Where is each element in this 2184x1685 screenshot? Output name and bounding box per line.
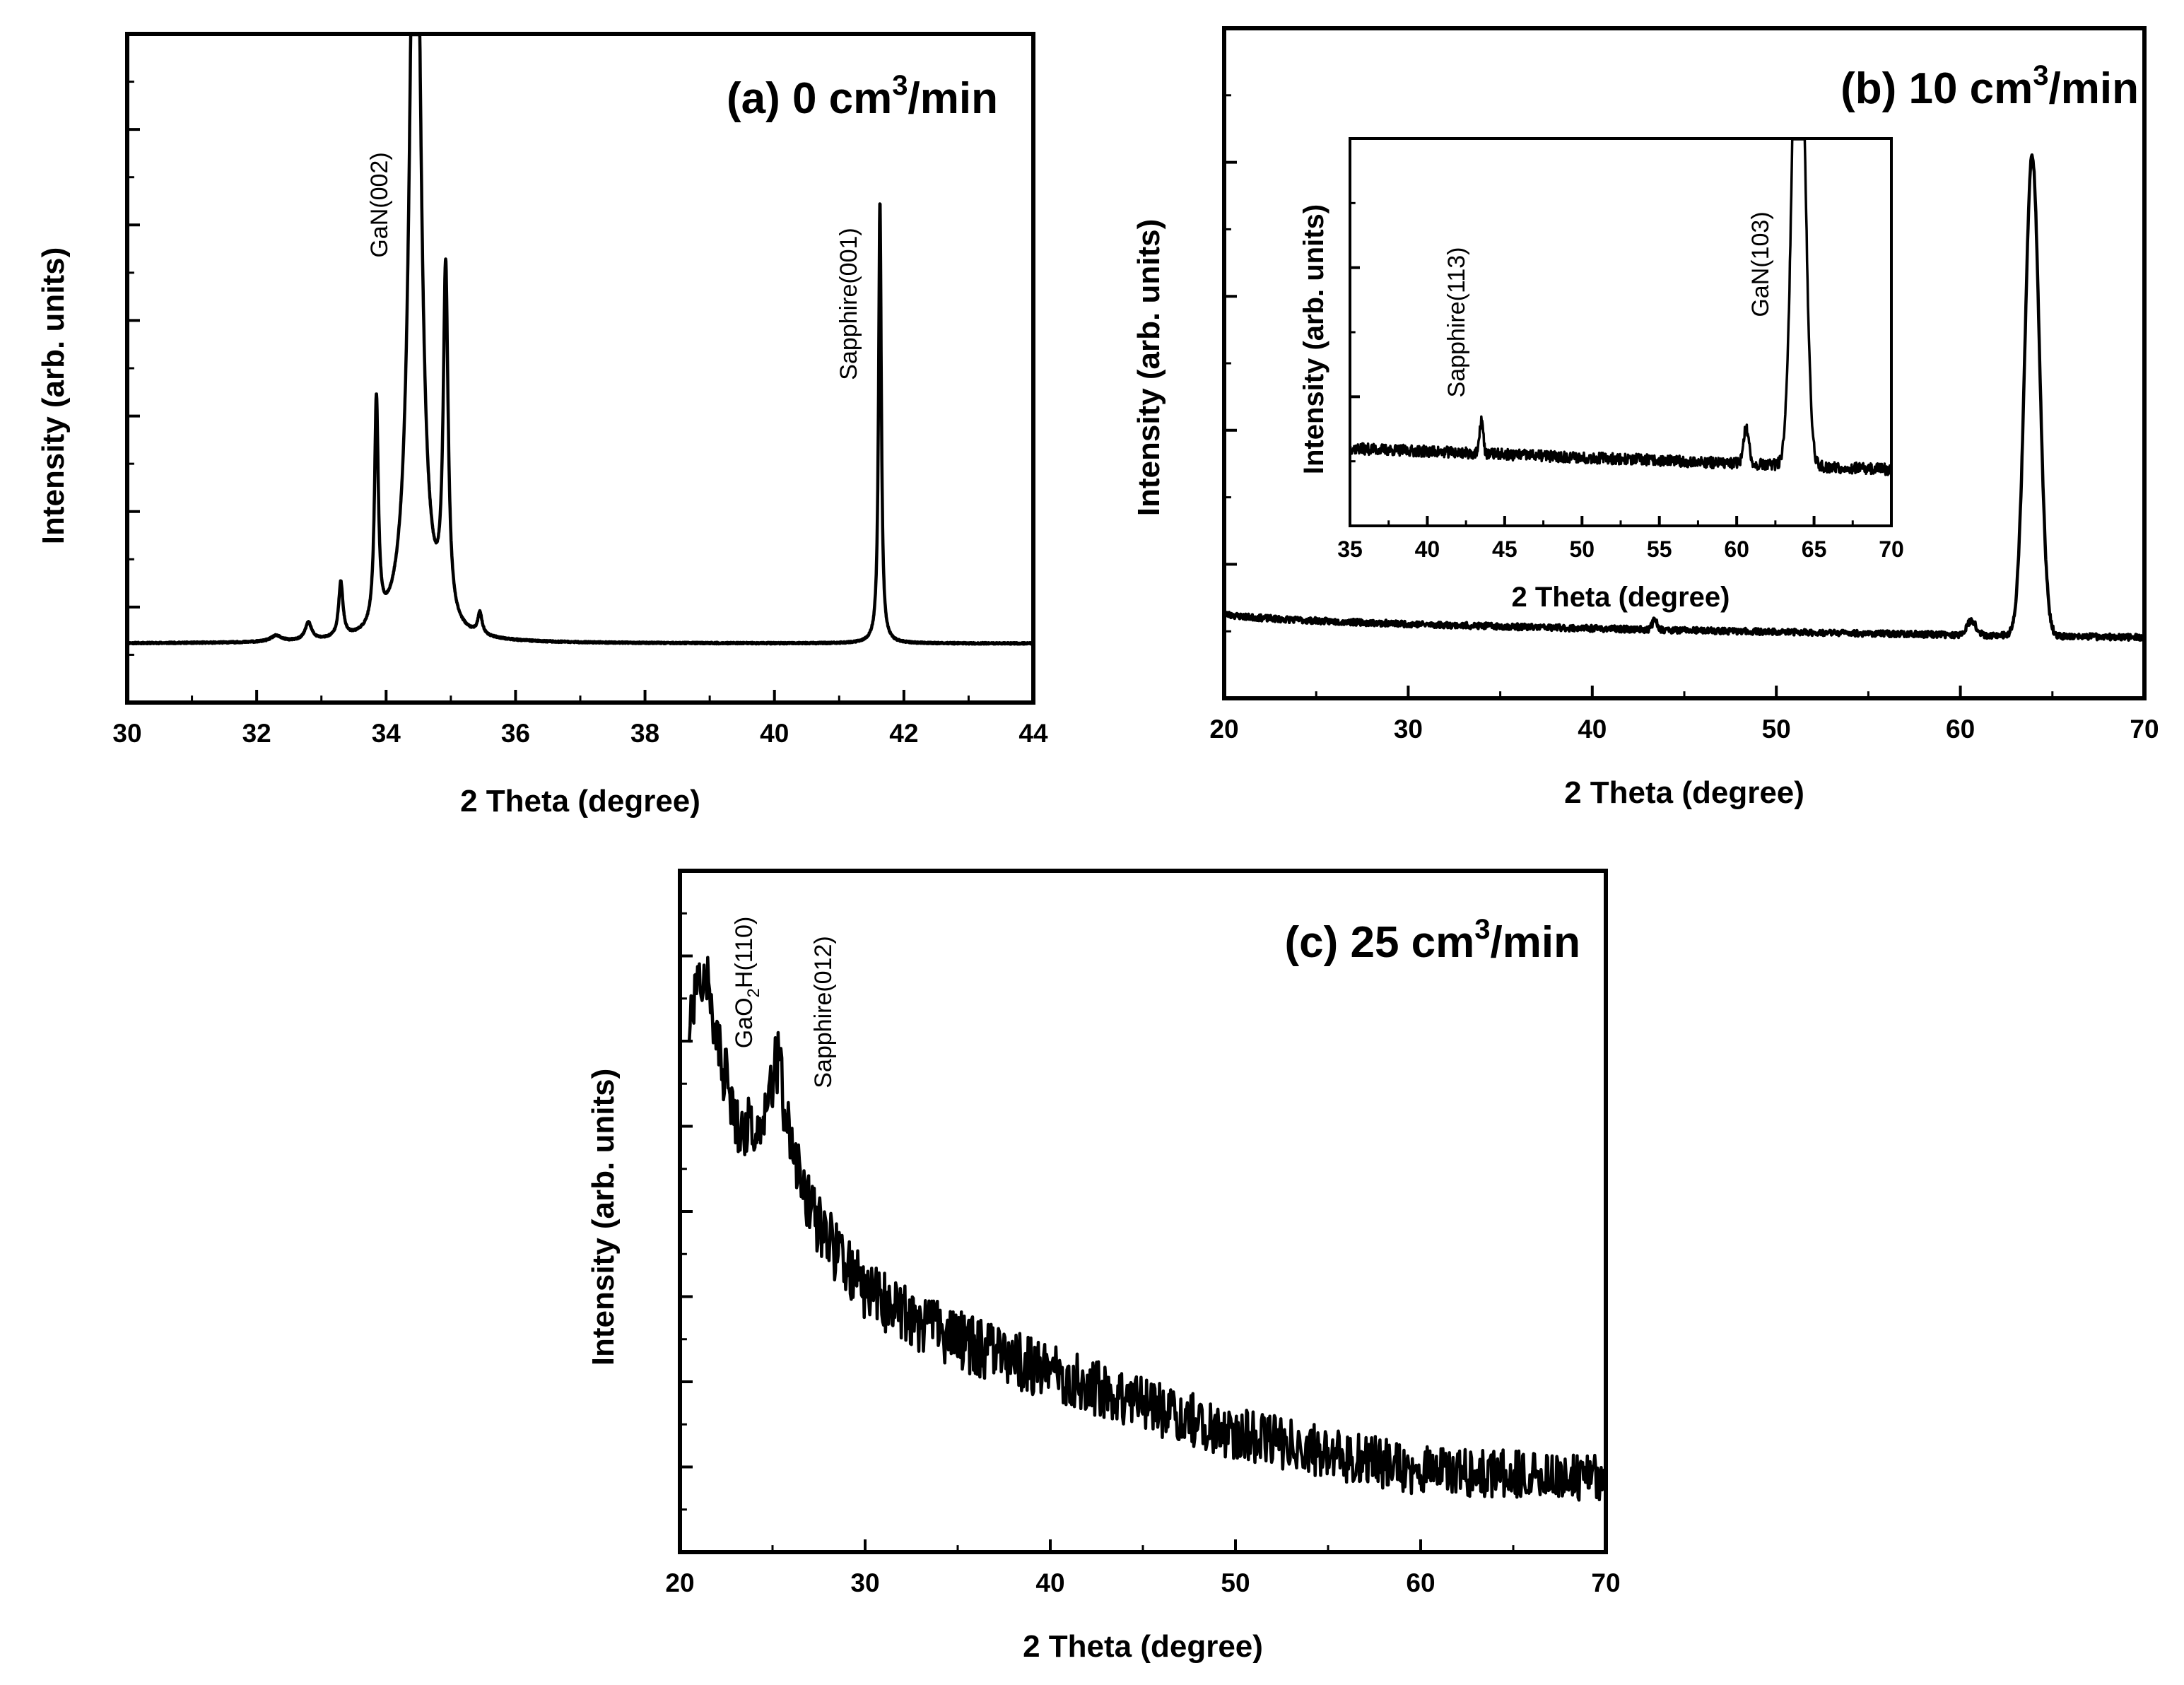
panel-a-annotation-sapphire001: Sapphire(001) [835,228,862,380]
panel-b-inset-x-tick-label-55: 55 [1647,536,1672,562]
panel-c-y-ticks [680,869,693,1554]
panel-c-x-tick-label-30: 30 [850,1568,879,1597]
panel-a-title-tail: /min [908,74,998,123]
panel-b-title-lead: (b) 10 cm [1840,64,2033,113]
panel-b-x-axis-title: 2 Theta (degree) [1564,775,1804,810]
panel-b: 20 30 40 50 60 70 2 Theta (degree) Intensity … [1132,26,2159,810]
panel-c-x-tick-label-70: 70 [1591,1568,1620,1597]
panel-b-title-sup: 3 [2033,60,2048,91]
panel-a-title: (a) 0 cm3/min [727,70,998,123]
panel-b-inset-annotation-sapphire113: Sapphire(113) [1443,247,1470,398]
panel-a: 30 32 34 36 38 40 42 44 2 Theta (degree) Intens… [36,32,1048,818]
panel-c-annotation-gao2h-sub: 2 [744,988,763,997]
panel-b-series-line [1223,153,2146,642]
panel-b-y-axis-title: Intensity (arb. units) [1132,219,1166,516]
panel-c-series-line [687,956,1608,1502]
panel-c-y-axis-title: Intensity (arb. units) [586,1069,621,1366]
panel-b-title-tail: /min [2049,64,2139,113]
panel-b-inset: 35 40 45 50 55 60 65 70 2 Theta (degree) Intens… [1298,137,1904,613]
panel-b-x-tick-label-60: 60 [1946,715,1975,744]
panel-b-x-tick-label-50: 50 [1762,715,1791,744]
panel-a-plot-frame [125,32,1035,705]
panel-a-x-ticks: 30 32 34 36 38 40 42 44 [112,690,1048,748]
panel-a-x-tick-label-34: 34 [372,719,401,748]
panel-c-x-tick-label-60: 60 [1406,1568,1435,1597]
panel-c: 20 30 40 50 60 70 2 Theta (degree) Intensity … [586,869,1621,1664]
panel-b-inset-x-axis-title: 2 Theta (degree) [1512,582,1730,613]
panel-a-x-tick-label-32: 32 [242,719,271,748]
panel-c-x-tick-label-40: 40 [1035,1568,1064,1597]
panel-a-x-tick-label-44: 44 [1018,719,1048,748]
panel-b-inset-x-tick-label-65: 65 [1802,536,1827,562]
panel-a-x-tick-label-42: 42 [889,719,918,748]
panel-a-annotation-gan002: GaN(002) [366,152,393,257]
panel-c-annotation-gao2h-tail: H(110) [731,917,758,988]
panel-b-inset-annotation-gan103: GaN(103) [1747,211,1774,317]
panel-c-title: (c) 25 cm3/min [1284,914,1580,967]
panel-b-inset-x-tick-label-40: 40 [1415,536,1440,562]
panel-b-inset-x-tick-label-60: 60 [1724,536,1749,562]
panel-b-x-tick-label-40: 40 [1578,715,1607,744]
panel-b-x-tick-label-20: 20 [1209,715,1238,744]
panel-a-y-ticks [127,33,140,704]
panel-b-inset-x-tick-label-35: 35 [1337,536,1363,562]
panel-c-title-tail: /min [1491,918,1580,967]
panel-c-annotation-gao2h-main: GaO [731,997,758,1048]
panel-c-x-tick-label-50: 50 [1221,1568,1250,1597]
panel-b-y-ticks [1224,27,1237,700]
panel-c-x-axis-title: 2 Theta (degree) [1023,1629,1263,1664]
panel-c-title-sup: 3 [1474,914,1490,945]
panel-b-inset-x-tick-label-70: 70 [1879,536,1904,562]
panel-c-x-ticks: 20 30 40 50 60 70 [665,1539,1621,1597]
panel-a-x-tick-label-30: 30 [112,719,141,748]
panel-c-annotation-sapphire012: Sapphire(012) [810,936,837,1088]
panel-a-x-tick-label-36: 36 [501,719,530,748]
panel-b-inset-y-ticks [1350,137,1360,527]
panel-b-title: (b) 10 cm3/min [1840,60,2139,113]
panel-a-title-lead: (a) 0 cm [727,74,892,123]
panel-a-x-axis-title: 2 Theta (degree) [460,784,700,818]
panel-c-annotation-gao2h110: GaO2H(110) [731,917,763,1049]
panel-b-x-tick-label-70: 70 [2130,715,2159,744]
panel-b-inset-y-axis-title: Intensity (arb. units) [1298,204,1329,474]
panel-b-inset-x-tick-label-45: 45 [1492,536,1517,562]
panel-a-y-axis-title: Intensity (arb. units) [36,247,71,544]
panel-b-inset-x-tick-label-50: 50 [1569,536,1595,562]
panel-c-title-lead: (c) 25 cm [1284,918,1474,967]
panel-b-inset-background [1350,139,1891,526]
panel-a-title-sup: 3 [892,70,908,101]
panel-b-x-tick-label-30: 30 [1394,715,1423,744]
panel-b-x-ticks: 20 30 40 50 60 70 [1209,686,2159,744]
panel-a-series-line [126,33,1035,646]
panel-a-x-tick-label-40: 40 [760,719,789,748]
panel-c-x-tick-label-20: 20 [665,1568,694,1597]
panel-b-inset-x-ticks: 35 40 45 50 55 60 65 70 [1337,516,1904,562]
panel-a-x-tick-label-38: 38 [630,719,659,748]
